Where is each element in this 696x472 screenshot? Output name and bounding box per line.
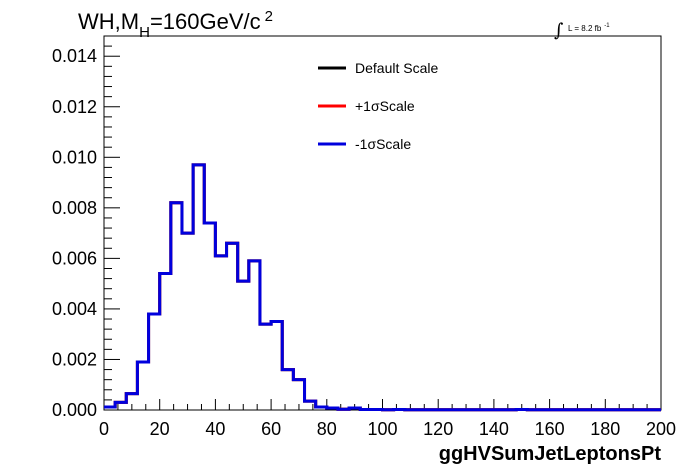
x-tick-label: 200	[646, 419, 676, 439]
chart-title-suffix: =160GeV/c	[150, 9, 261, 34]
legend-label: -1σScale	[355, 136, 411, 152]
lumi-value: L = 8.2 fb	[568, 24, 602, 33]
lumi-text: L = 8.2 fb -1	[568, 23, 610, 33]
legend-label: Default Scale	[355, 60, 438, 76]
x-tick-label: 80	[317, 419, 337, 439]
chart-title-subscript: H	[139, 24, 150, 41]
y-tick-label: 0.004	[52, 299, 97, 319]
series-line-3	[104, 163, 661, 412]
x-tick-label: 60	[261, 419, 281, 439]
x-tick-label: 120	[423, 419, 453, 439]
x-tick-label: 160	[535, 419, 565, 439]
x-tick-label: 140	[479, 419, 509, 439]
legend-label: +1σScale	[355, 98, 415, 114]
y-tick-label: 0.000	[52, 400, 97, 420]
y-tick-label: 0.008	[52, 198, 97, 218]
chart-title: WH,MH=160GeV/c 2	[78, 8, 273, 41]
x-tick-label: 100	[367, 419, 397, 439]
y-tick-label: 0.006	[52, 248, 97, 268]
y-tick-label: 0.002	[52, 349, 97, 369]
chart-title-prefix: WH,M	[78, 9, 139, 34]
y-tick-label: 0.014	[52, 46, 97, 66]
y-axis: 0.000 0.002 0.004 0.006 0.008 0.010 0.012 0.014	[52, 35, 120, 420]
y-tick-label: 0.010	[52, 147, 97, 167]
x-tick-label: 0	[99, 419, 109, 439]
x-axis: 0 20 40 60 80 100 120 140 160 180 200	[99, 399, 676, 439]
chart-title-superscript: 2	[265, 8, 273, 25]
x-tick-label: 40	[205, 419, 225, 439]
x-tick-label: 180	[590, 419, 620, 439]
x-axis-label: ggHVSumJetLeptonsPt	[439, 443, 662, 465]
lumi-annotation: ∫ L = 8.2 fb -1	[554, 20, 610, 41]
legend: Default Scale +1σScale -1σScale	[318, 60, 438, 152]
lumi-superscript: -1	[604, 23, 610, 29]
lumi-integral-sign: ∫	[554, 20, 564, 41]
y-tick-label: 0.012	[52, 97, 97, 117]
series-layer	[104, 163, 661, 412]
x-tick-label: 20	[150, 419, 170, 439]
